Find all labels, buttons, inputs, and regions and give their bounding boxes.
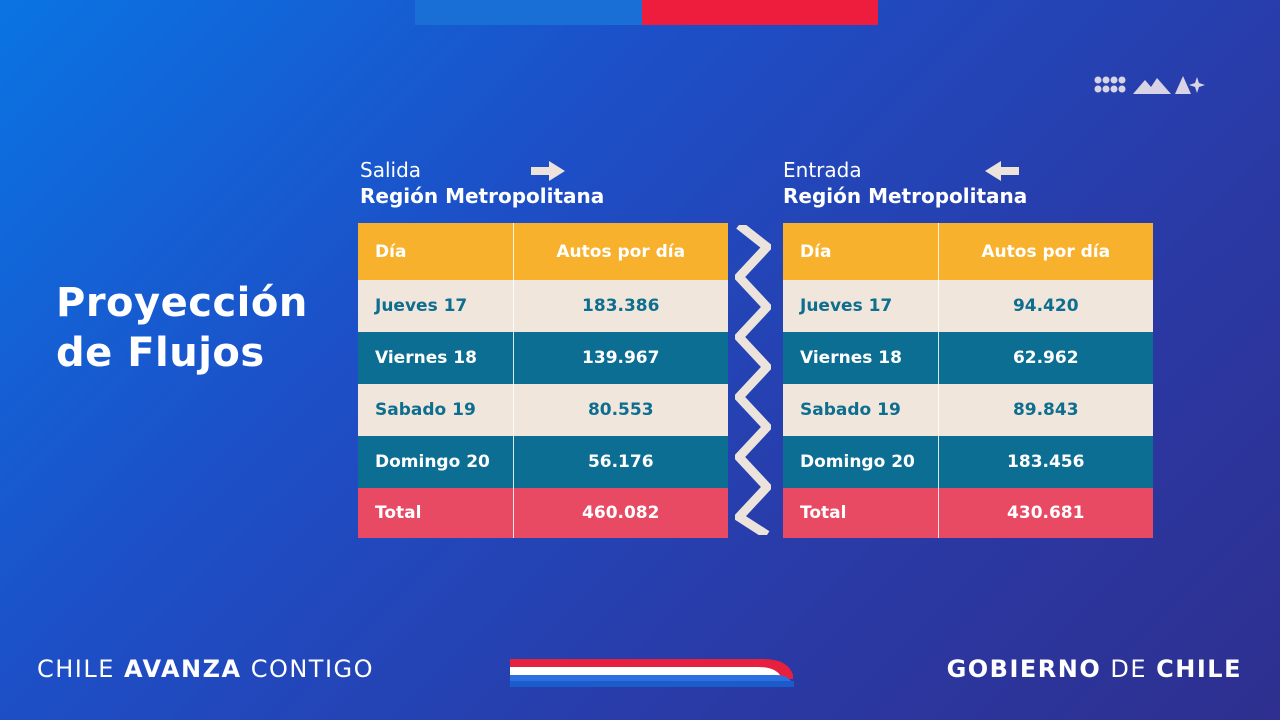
- row-day: Viernes 18: [358, 332, 513, 384]
- table-row: Sabado 19 89.843: [783, 384, 1153, 436]
- page-title: Proyección de Flujos: [56, 278, 308, 378]
- row-value: 62.962: [937, 332, 1153, 384]
- flag-bar: [415, 0, 878, 25]
- row-day: Domingo 20: [358, 436, 513, 488]
- arrow-right-icon: [531, 161, 565, 181]
- table-row: Jueves 17 183.386: [358, 280, 728, 332]
- total-value: 430.681: [937, 488, 1153, 538]
- flag-swoosh-icon: [510, 659, 794, 687]
- col-header-day: Día: [358, 223, 513, 280]
- total-value: 460.082: [512, 488, 728, 538]
- row-value: 56.176: [512, 436, 728, 488]
- gov-part-2: DE: [1101, 655, 1157, 683]
- arrow-left-icon: [985, 161, 1019, 181]
- slogan-part-3: CONTIGO: [241, 655, 375, 683]
- row-day: Jueves 17: [783, 280, 938, 332]
- row-value: 89.843: [937, 384, 1153, 436]
- slogan-part-1: CHILE: [37, 655, 125, 683]
- left-flow-table: Día Autos por día Jueves 17 183.386 Vier…: [358, 223, 728, 538]
- row-value: 80.553: [512, 384, 728, 436]
- col-header-day: Día: [783, 223, 938, 280]
- slogan-part-2: AVANZA: [124, 655, 242, 683]
- row-day: Sabado 19: [783, 384, 938, 436]
- table-row: Jueves 17 94.420: [783, 280, 1153, 332]
- total-row: Total 430.681: [783, 488, 1153, 538]
- gov-part-1: GOBIERNO: [946, 655, 1102, 683]
- total-row: Total 460.082: [358, 488, 728, 538]
- total-label: Total: [358, 488, 513, 538]
- table-row: Viernes 18 62.962: [783, 332, 1153, 384]
- right-heading-line2: Región Metropolitana: [783, 184, 1028, 208]
- row-day: Sabado 19: [358, 384, 513, 436]
- left-heading-line2: Región Metropolitana: [360, 184, 605, 208]
- row-value: 139.967: [512, 332, 728, 384]
- table-row: Domingo 20 183.456: [783, 436, 1153, 488]
- flag-red-stripe: [642, 0, 878, 25]
- row-value: 183.456: [937, 436, 1153, 488]
- table-header-row: Día Autos por día: [358, 223, 728, 280]
- row-value: 94.420: [937, 280, 1153, 332]
- zigzag-divider: [735, 225, 771, 535]
- row-value: 183.386: [512, 280, 728, 332]
- title-line-2: de Flujos: [56, 330, 265, 376]
- footer-slogan: CHILE AVANZA CONTIGO: [37, 655, 374, 683]
- right-flow-table: Día Autos por día Jueves 17 94.420 Viern…: [783, 223, 1153, 538]
- table-row: Viernes 18 139.967: [358, 332, 728, 384]
- table-header-row: Día Autos por día: [783, 223, 1153, 280]
- right-heading-line1: Entrada: [783, 158, 862, 182]
- total-label: Total: [783, 488, 938, 538]
- row-day: Jueves 17: [358, 280, 513, 332]
- flag-blue-stripe: [415, 0, 642, 25]
- left-panel-heading: Salida Región Metropolitana: [360, 157, 604, 209]
- col-header-autos: Autos por día: [937, 223, 1153, 280]
- left-heading-line1: Salida: [360, 158, 422, 182]
- row-day: Viernes 18: [783, 332, 938, 384]
- row-day: Domingo 20: [783, 436, 938, 488]
- col-header-autos: Autos por día: [512, 223, 728, 280]
- table-row: Sabado 19 80.553: [358, 384, 728, 436]
- table-row: Domingo 20 56.176: [358, 436, 728, 488]
- footer-government: GOBIERNO DE CHILE: [947, 655, 1242, 683]
- title-line-1: Proyección: [56, 280, 308, 326]
- gov-part-3: CHILE: [1156, 655, 1242, 683]
- brand-logo-icon: [1094, 76, 1205, 94]
- right-panel-heading: Entrada Región Metropolitana: [783, 157, 1027, 209]
